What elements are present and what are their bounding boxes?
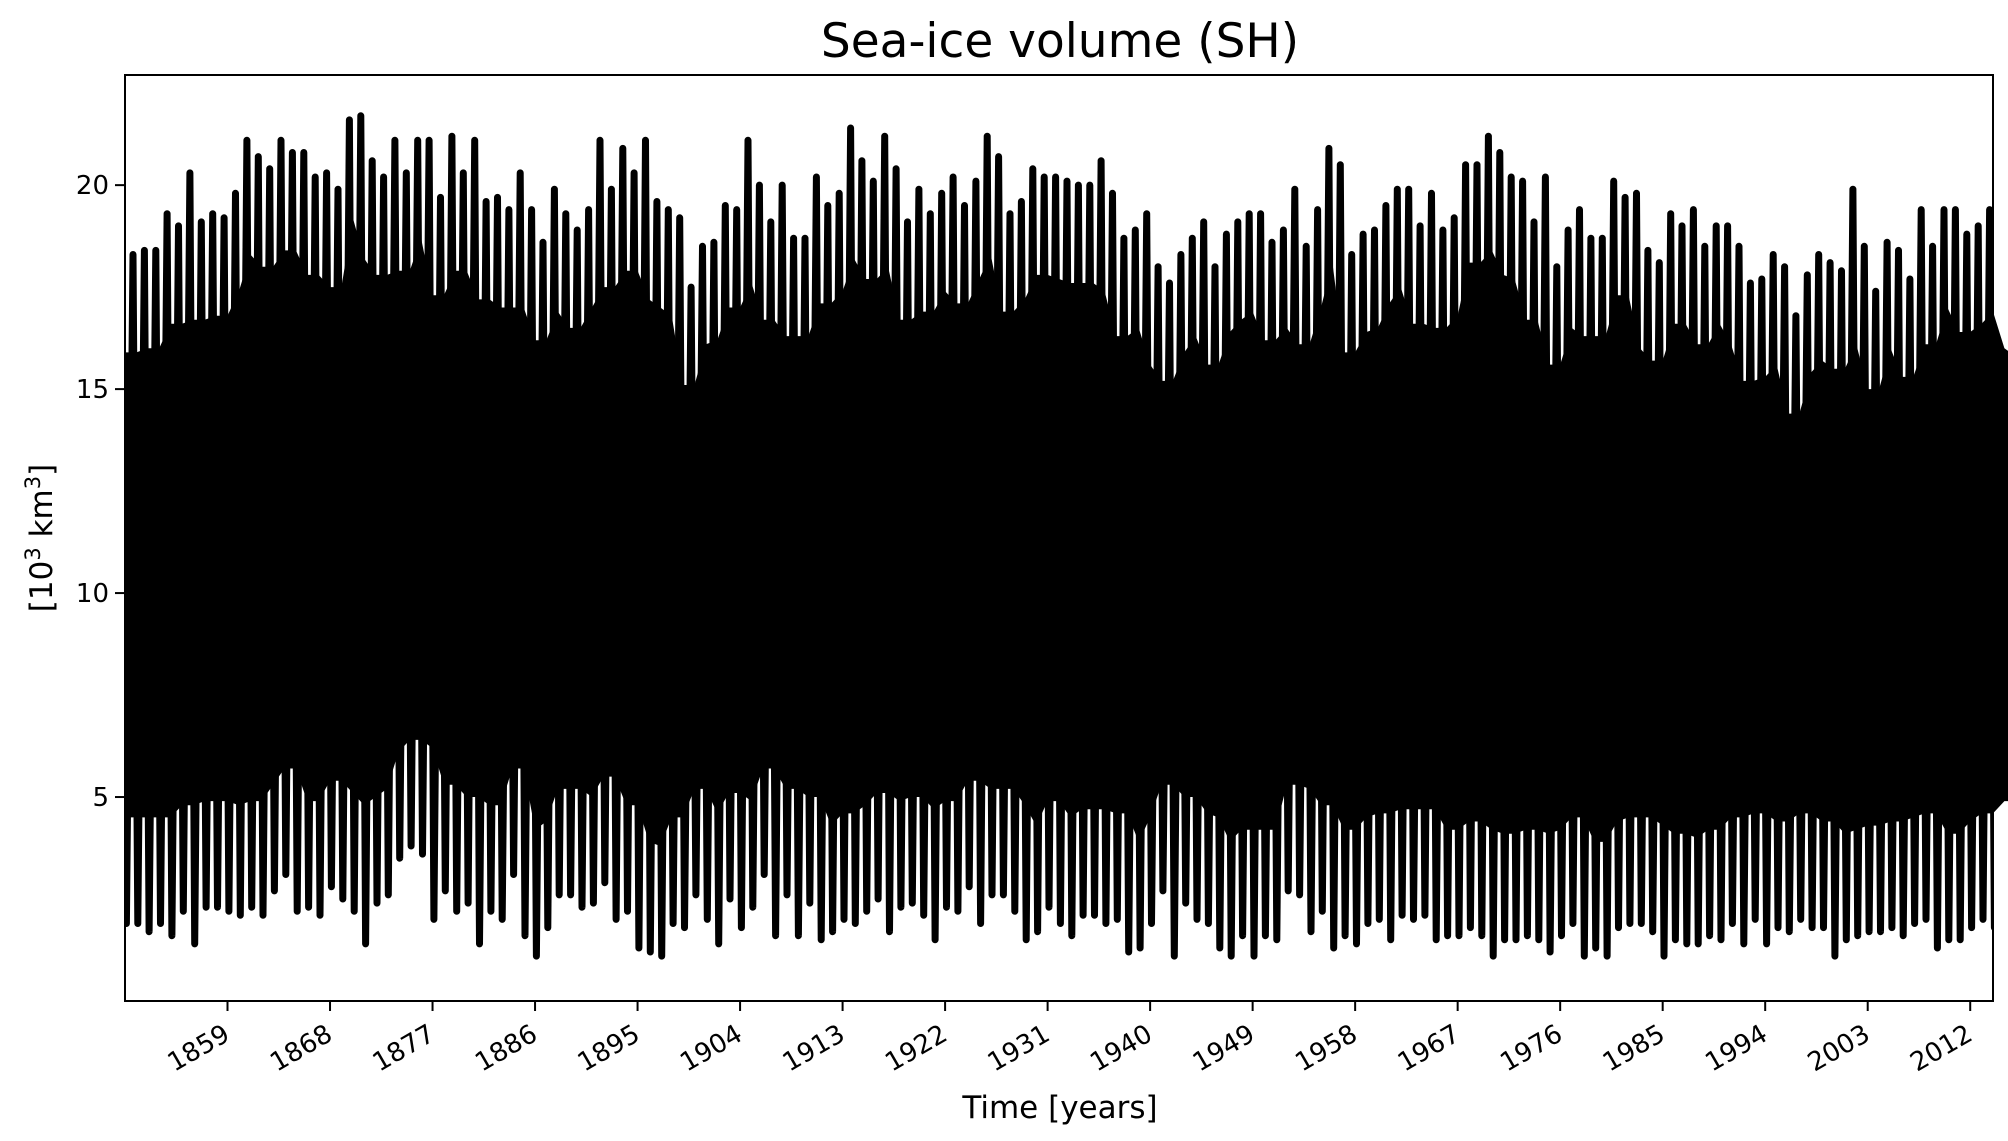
y-axis-label-exp1: 3 (21, 547, 45, 560)
y-axis-label-close: ] (24, 464, 60, 476)
y-tick-label: 15 (76, 375, 109, 405)
y-tick-label: 10 (76, 579, 109, 609)
x-axis-label: Time [years] (961, 1090, 1157, 1126)
y-tick-label: 20 (76, 171, 109, 201)
chart-title: Sea-ice volume (SH) (821, 14, 1299, 69)
series-band (125, 217, 2008, 846)
axes-frame (124, 74, 1994, 1002)
y-axis-label-unit: km (24, 489, 60, 547)
y-axis-label: [103 km3] (21, 464, 60, 612)
y-axis-label-open: [10 (24, 561, 60, 613)
y-axis: 5 10 15 20 (76, 171, 125, 813)
plot-area (125, 112, 2008, 960)
y-axis-label-exp2: 3 (21, 476, 45, 489)
y-tick-label: 5 (92, 783, 109, 813)
